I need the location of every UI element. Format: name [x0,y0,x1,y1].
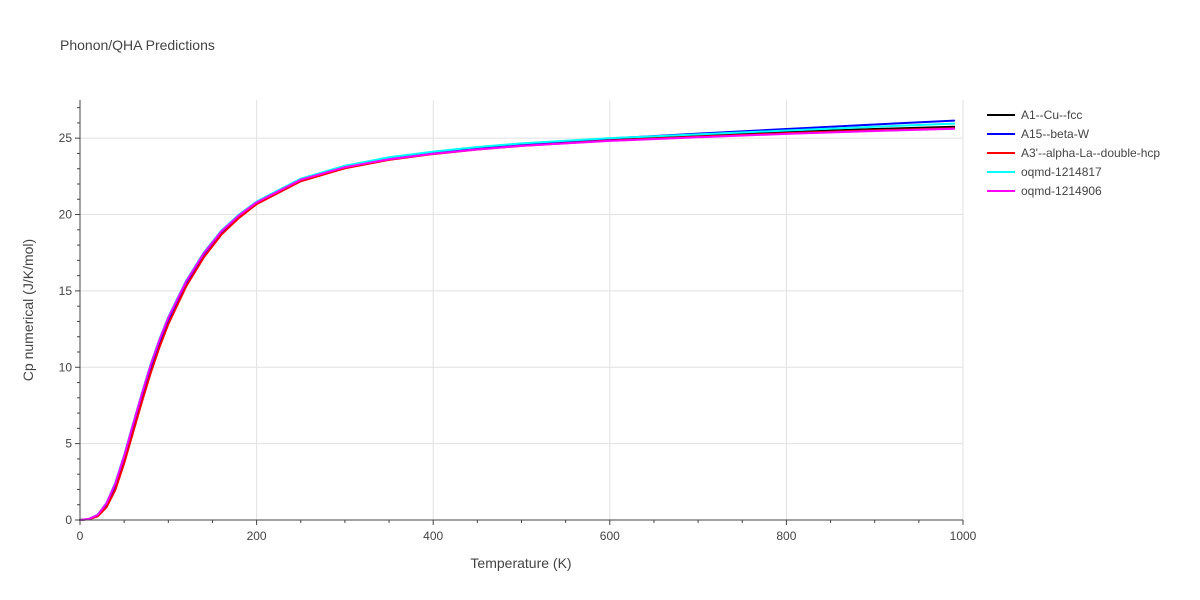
series-line-1 [79,125,956,521]
legend: A1--Cu--fcc A15--beta-W A3'--alpha-La--dou… [987,108,1160,198]
legend-label: oqmd-1214817 [1021,165,1102,179]
chart-title: Phonon/QHA Predictions [60,37,215,53]
series-line-3 [79,127,956,521]
y-tick-label: 20 [59,208,73,222]
y-axis: 0 5 10 15 20 25 [59,100,81,527]
legend-label: A3'--alpha-La--double-hcp [1021,146,1160,160]
legend-label: A15--beta-W [1021,127,1090,141]
y-tick-label: 10 [59,360,73,374]
y-tick-label: 5 [65,437,72,451]
series-line-5 [79,127,956,521]
y-tick-label: 25 [59,131,73,145]
series-line-4 [79,122,956,521]
y-tick-label: 15 [59,284,73,298]
grid [80,100,964,520]
x-tick-label: 800 [776,529,796,543]
y-tick-label: 0 [65,513,72,527]
x-tick-label: 0 [77,529,84,543]
y-axis-title: Cp numerical (J/K/mol) [20,239,36,381]
x-tick-label: 1000 [950,529,977,543]
legend-label: oqmd-1214906 [1021,184,1102,198]
x-tick-label: 400 [423,529,443,543]
series-line-2 [79,119,956,521]
x-axis: 0 200 400 600 800 1000 [77,519,977,543]
plot-area [79,119,956,521]
x-tick-label: 600 [600,529,620,543]
x-axis-title: Temperature (K) [470,555,571,571]
legend-label: A1--Cu--fcc [1021,108,1082,122]
x-tick-label: 200 [247,529,267,543]
